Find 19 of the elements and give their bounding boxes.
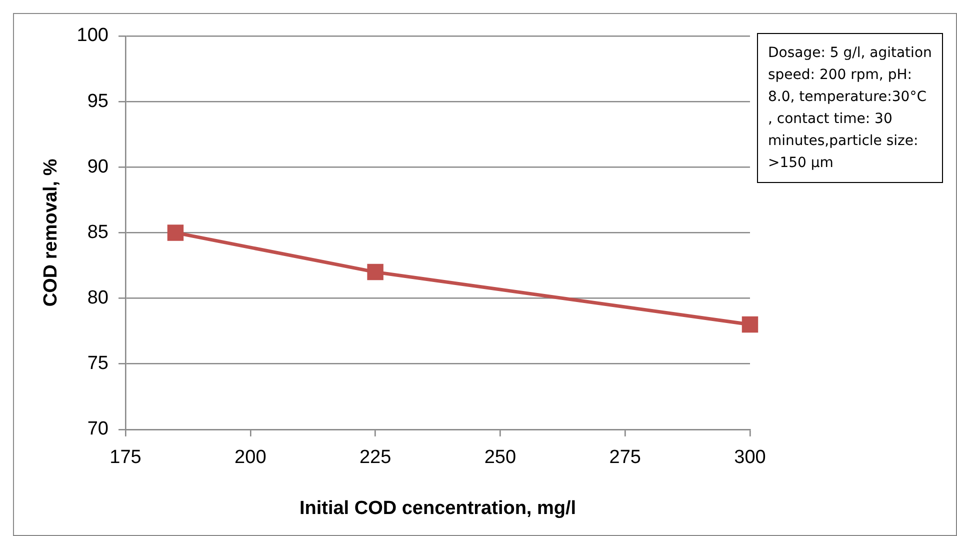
point: [367, 264, 384, 280]
y-tick-label: 100: [76, 25, 108, 46]
x-axis-title: Initial COD cencentration, mg/l: [299, 498, 576, 519]
y-tick-label: 85: [87, 222, 108, 243]
y-tick-label: 80: [87, 288, 108, 308]
y-tick-label: 75: [87, 353, 108, 374]
point: [167, 224, 184, 241]
x-tick-label: 200: [234, 447, 266, 468]
x-tick-label: 250: [484, 447, 516, 468]
x-tick-label: 275: [609, 447, 641, 468]
x-tick-label: 300: [734, 447, 766, 468]
y-tick-label: 95: [87, 90, 108, 112]
x-tick-label: 175: [110, 447, 142, 468]
text: Dosage: 5 g/l, agitation speed: 200 rpm, pH: 8.0, temperature:30°C , contact time: 30 minutes,particle size: >150 µm: [757, 33, 943, 183]
x-tick-label: 225: [359, 447, 392, 468]
point: [742, 316, 758, 333]
y-tick-label: 90: [87, 156, 108, 178]
y-tick-label: 70: [87, 418, 108, 440]
y-axis-title: COD removal, %: [40, 158, 62, 307]
